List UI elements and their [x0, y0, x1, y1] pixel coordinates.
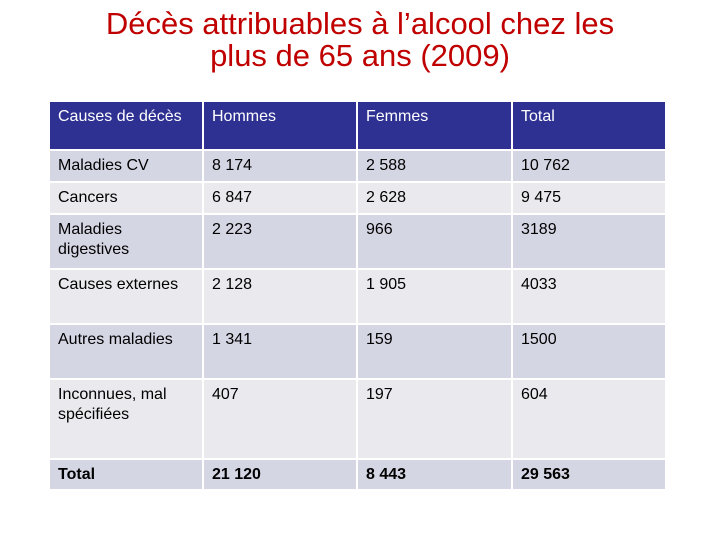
cell-hommes: 407 [202, 378, 358, 460]
page-title: Décès attribuables à l’alcool chez les p… [40, 8, 680, 72]
cell-hommes: 1 341 [202, 323, 358, 380]
cell-hommes: 8 174 [202, 149, 358, 183]
cell-cause: Maladies digestives [48, 213, 204, 270]
cell-cause: Inconnues, mal spécifiées [48, 378, 204, 460]
header-cause: Causes de décès [48, 100, 204, 151]
header-total: Total [511, 100, 667, 151]
table-total-row: Total 21 120 8 443 29 563 [48, 458, 667, 491]
cell-total: 604 [511, 378, 667, 460]
title-line-2: plus de 65 ans (2009) [210, 38, 510, 73]
cell-hommes: 2 223 [202, 213, 358, 270]
deaths-table: Causes de décès Hommes Femmes Total Mala… [48, 100, 667, 491]
cell-femmes: 2 588 [356, 149, 513, 183]
table-row: Causes externes 2 128 1 905 4033 [48, 268, 667, 325]
header-femmes: Femmes [356, 100, 513, 151]
cell-total: 1500 [511, 323, 667, 380]
cell-total: 9 475 [511, 181, 667, 215]
cell-cause: Total [48, 458, 204, 491]
cell-femmes: 8 443 [356, 458, 513, 491]
table-row: Cancers 6 847 2 628 9 475 [48, 181, 667, 215]
cell-femmes: 966 [356, 213, 513, 270]
cell-total: 10 762 [511, 149, 667, 183]
table-row: Inconnues, mal spécifiées 407 197 604 [48, 378, 667, 460]
table-header-row: Causes de décès Hommes Femmes Total [48, 100, 667, 151]
table-row: Maladies CV 8 174 2 588 10 762 [48, 149, 667, 183]
cell-cause: Autres maladies [48, 323, 204, 380]
table-row: Maladies digestives 2 223 966 3189 [48, 213, 667, 270]
table-row: Autres maladies 1 341 159 1500 [48, 323, 667, 380]
title-line-1: Décès attribuables à l’alcool chez les [105, 6, 615, 41]
header-hommes: Hommes [202, 100, 358, 151]
cell-femmes: 2 628 [356, 181, 513, 215]
cell-femmes: 1 905 [356, 268, 513, 325]
cell-total: 29 563 [511, 458, 667, 491]
cell-cause: Maladies CV [48, 149, 204, 183]
cell-total: 3189 [511, 213, 667, 270]
cell-hommes: 6 847 [202, 181, 358, 215]
cell-femmes: 159 [356, 323, 513, 380]
cell-hommes: 21 120 [202, 458, 358, 491]
cell-cause: Cancers [48, 181, 204, 215]
cell-femmes: 197 [356, 378, 513, 460]
cell-total: 4033 [511, 268, 667, 325]
cell-cause: Causes externes [48, 268, 204, 325]
cell-hommes: 2 128 [202, 268, 358, 325]
